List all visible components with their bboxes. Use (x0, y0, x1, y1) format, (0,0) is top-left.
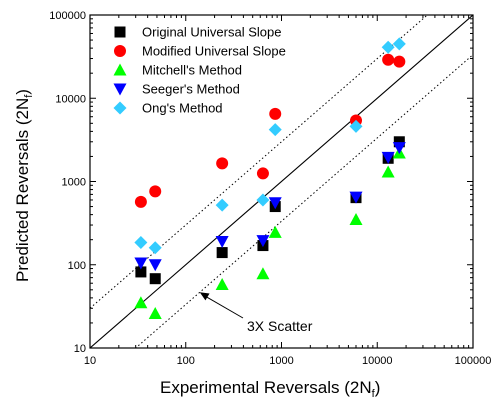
data-point (349, 119, 363, 133)
data-point (392, 142, 406, 155)
data-point (134, 296, 148, 309)
data-point (216, 247, 228, 259)
legend-label: Seeger's Method (142, 82, 240, 97)
series-4 (134, 37, 406, 255)
y-tick-label: 10000 (55, 93, 86, 105)
data-point (381, 165, 395, 178)
data-points (134, 37, 406, 319)
data-point (149, 273, 161, 285)
data-point (382, 53, 395, 66)
x-tick-label: 10 (84, 355, 96, 367)
data-point (215, 198, 229, 212)
legend-marker (113, 63, 127, 76)
annotation-arrowhead (199, 292, 210, 301)
data-point (148, 259, 162, 272)
data-point (393, 136, 405, 148)
data-point (268, 225, 282, 238)
x-axis-title-subscript: f (372, 388, 376, 400)
data-point (134, 257, 148, 270)
y-axis-title-end: ) (13, 89, 32, 95)
data-point (256, 193, 270, 207)
series-0 (135, 136, 405, 285)
series-3 (134, 142, 406, 272)
legend-marker (113, 83, 127, 96)
legend: Original Universal Slope Modified Univers… (113, 25, 286, 116)
legend-marker (114, 45, 126, 57)
legend-label: Mitchell's Method (142, 63, 242, 78)
x-axis-title: Experimental Reversals (2Nf) (160, 378, 380, 400)
y-tick-label: 10 (74, 343, 86, 355)
y-axis-title-subscript: f (23, 94, 35, 98)
y-tick-label: 100 (68, 260, 86, 272)
annotation-arrow (203, 294, 244, 319)
data-point (216, 157, 229, 170)
data-point (215, 236, 229, 249)
data-point (349, 191, 363, 204)
legend-marker (114, 26, 126, 38)
legend-label: Modified Universal Slope (142, 44, 286, 59)
data-point (215, 277, 229, 290)
legend-marker (113, 101, 127, 115)
data-point (134, 195, 147, 208)
data-point (148, 241, 162, 255)
data-point (392, 37, 406, 51)
data-point (256, 267, 270, 280)
data-point (256, 167, 269, 180)
data-point (268, 123, 282, 137)
x-tick-label: 100000 (455, 355, 492, 367)
y-axis-title: Predicted Reversals (2Nf) (13, 89, 35, 282)
data-point (349, 212, 363, 225)
data-point (256, 235, 270, 248)
data-point (269, 107, 282, 120)
x-tick-label: 100 (177, 355, 195, 367)
x-tick-label: 1000 (269, 355, 293, 367)
data-point (268, 197, 282, 210)
data-point (149, 185, 162, 198)
x-axis-title-end: ) (375, 378, 381, 397)
legend-label: Ong's Method (142, 101, 223, 116)
data-point (393, 55, 406, 68)
data-point (148, 306, 162, 319)
data-point (381, 40, 395, 54)
axis-ticks: 10 100 1000 10000 100000 10 100 1000 10000 100000 (49, 10, 491, 367)
data-point (135, 266, 147, 278)
data-point (134, 236, 148, 250)
data-point (381, 151, 395, 164)
one-to-one-line (90, 15, 473, 348)
scatter-band-line (134, 54, 473, 348)
annotation-text: 3X Scatter (247, 318, 313, 334)
x-tick-label: 10000 (362, 355, 393, 367)
y-tick-label: 1000 (62, 177, 86, 189)
legend-label: Original Universal Slope (142, 25, 281, 40)
series-2 (134, 146, 406, 319)
y-tick-label: 100000 (49, 10, 86, 22)
annotation: 3X Scatter (199, 292, 313, 334)
